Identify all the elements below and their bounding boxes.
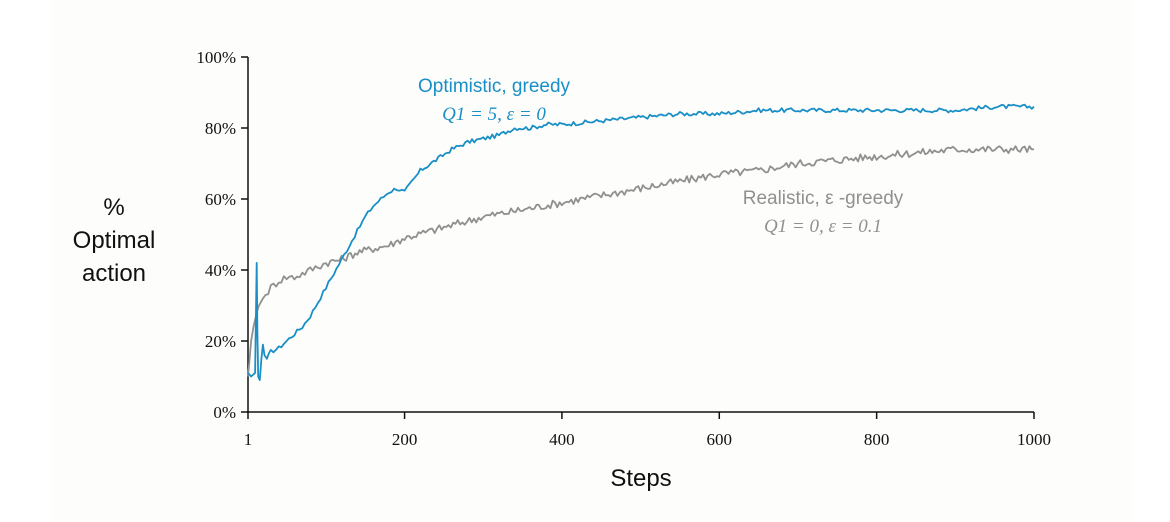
y-tick-label: 40% [205,261,236,280]
x-tick-label: 200 [392,430,418,449]
series-line-realistic-epsilon-greedy [247,145,1034,377]
y-axis-title-line: Optimal [73,227,156,254]
annotation-realistic-params: Q1 = 0, ε = 0.1 [764,216,882,237]
y-axis-title-line: action [82,260,146,287]
chart-figure: 0% 20% 40% 60% 80% 100% 1 200 400 600 800 1000 Steps… [52,0,1132,522]
y-axis-title-line: % [103,194,124,221]
y-tick-label: 20% [205,332,236,351]
x-tick-label: 600 [707,430,733,449]
y-tick-label: 80% [205,119,236,138]
y-tick-label: 60% [205,190,236,209]
x-tick-label: 1000 [1017,430,1051,449]
x-tick-label: 400 [549,430,575,449]
line-chart: 0% 20% 40% 60% 80% 100% 1 200 400 600 800 1000 Steps… [73,48,1051,492]
annotation-realistic-label: Realistic, ε -greedy [743,188,904,209]
x-tick-label: 800 [864,430,890,449]
annotation-optimistic-label: Optimistic, greedy [418,76,571,97]
annotation-optimistic-params: Q1 = 5, ε = 0 [442,104,546,125]
x-tick-label: 1 [244,430,253,449]
x-axis-title: Steps [610,465,671,492]
series-line-optimistic-greedy [247,103,1035,381]
y-tick-label: 100% [196,48,236,67]
y-tick-label: 0% [213,403,236,422]
